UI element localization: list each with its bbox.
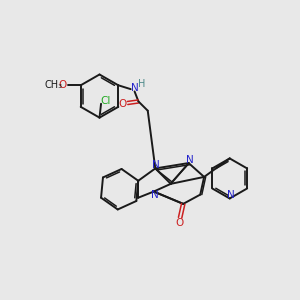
Text: O: O (119, 99, 127, 109)
Text: N: N (226, 190, 234, 200)
Text: O: O (59, 80, 67, 90)
Text: N: N (151, 190, 158, 200)
Text: O: O (175, 218, 184, 228)
Text: H: H (138, 79, 145, 89)
Text: CH₃: CH₃ (44, 80, 63, 90)
Text: Cl: Cl (100, 96, 111, 106)
Text: N: N (152, 160, 160, 170)
Text: N: N (131, 83, 138, 93)
Text: N: N (186, 155, 194, 165)
